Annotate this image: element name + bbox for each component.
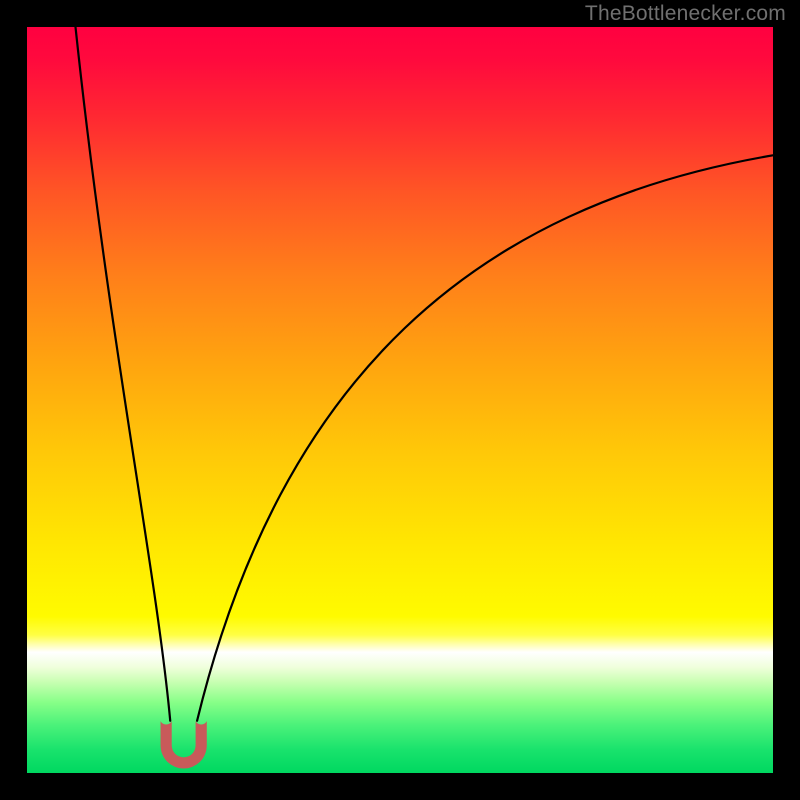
gradient-background <box>27 27 773 773</box>
watermark-text: TheBottlenecker.com <box>585 2 786 26</box>
chart-container: TheBottlenecker.com <box>0 0 800 800</box>
bottleneck-chart-svg <box>27 27 773 773</box>
plot-area <box>27 27 773 773</box>
